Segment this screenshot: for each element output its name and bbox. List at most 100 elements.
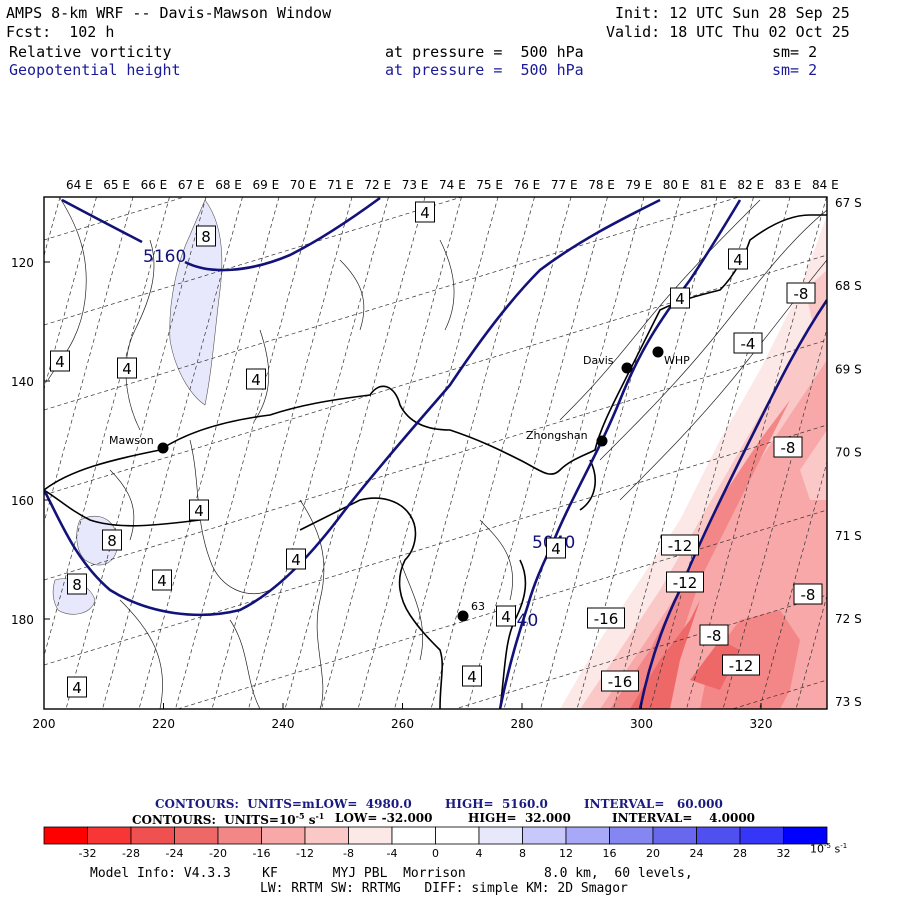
lat-label: 68 S [835,279,862,293]
vorticity-label: 4 [670,287,690,309]
vorticity-label: -8 [793,583,823,605]
colorbar-tick: -32 [79,847,97,860]
field2-smooth: sm= 2 [772,61,818,79]
stations: Mawson Davis WHP Zhongshan 63 [109,346,690,622]
vorticity-label: 4 [546,537,566,559]
colorbar-swatch [739,826,784,845]
y-tick-label: 140 [11,375,34,389]
field2-level: at pressure = 500 hPa [385,61,584,79]
colorbar-tick: -24 [166,847,184,860]
vorticity-label: 4 [50,350,70,372]
contour2-units: CONTOURS: UNITS=10-5 s-1 [132,811,325,827]
lat-label: 70 S [835,446,862,460]
vorticity-label: 8 [102,529,122,551]
lon-label: 78 E [588,178,615,192]
colorbar: -32 -28 -24 -20 -16 -12 -8 -4 0 4 8 12 16 20 24 28 32 [43,826,828,860]
contour2-high: HIGH= 32.000 [468,811,571,825]
svg-text:4: 4 [420,204,430,222]
colorbar-swatch [565,826,610,845]
colorbar-tick: 8 [519,847,526,860]
lon-label: 79 E [626,178,653,192]
latitude-labels: 67 S 68 S 69 S 70 S 71 S 72 S 73 S [835,196,862,709]
svg-text:4: 4 [194,502,204,520]
lat-label: 73 S [835,695,862,709]
vorticity-label: 8 [196,225,216,247]
vorticity-label: 4 [189,499,209,521]
lon-label: 81 E [700,178,727,192]
svg-text:-16: -16 [608,673,633,691]
vorticity-label: 4 [246,368,266,390]
x-tick-label: 200 [33,717,56,731]
lon-label: 68 E [215,178,242,192]
model-info: Model Info: V4.3.3 KF MYJ PBL Morrison 8… [90,866,693,881]
colorbar-swatch [174,826,219,845]
lon-label: 64 E [66,178,93,192]
contour1-high: HIGH= 5160.0 [445,797,548,811]
colorbar-swatch [304,826,349,845]
longitude-labels: 64 E 65 E 66 E 67 E 68 E 69 E 70 E 71 E 72 E 73 E… [66,178,839,192]
svg-text:WHP: WHP [664,354,690,367]
vorticity-label: -4 [733,332,763,354]
lat-label: 67 S [835,196,862,210]
lat-label: 69 S [835,362,862,376]
colorbar-swatch [87,826,132,845]
x-axis-labels: 200 220 240 260 280 300 320 [33,703,772,731]
station-mawson: Mawson [109,434,169,454]
map-title: AMPS 8-km WRF -- Davis-Mawson Window [6,4,332,22]
lon-label: 76 E [514,178,541,192]
colorbar-swatch [130,826,175,845]
station-davis: Davis [583,354,633,374]
field1-level: at pressure = 500 hPa [385,43,584,61]
lon-label: 84 E [812,178,839,192]
contour1-interval: INTERVAL= 60.000 [584,797,723,811]
y-axis-labels: 120 140 160 180 [11,256,50,627]
colorbar-tick: -16 [253,847,271,860]
svg-text:-8: -8 [801,586,816,604]
svg-text:63: 63 [471,600,485,613]
lon-label: 74 E [439,178,466,192]
lon-label: 69 E [253,178,280,192]
x-tick-label: 220 [152,717,175,731]
map-frame [43,196,828,710]
y-tick-label: 120 [11,256,34,270]
vorticity-label: -8 [786,282,816,304]
colorbar-tick: 16 [603,847,617,860]
lon-label: 77 E [551,178,578,192]
x-tick-label: 300 [630,717,653,731]
colorbar-tick: -20 [209,847,227,860]
lon-label: 72 E [364,178,391,192]
x-tick-label: 240 [272,717,295,731]
colorbar-tick: 12 [559,847,573,860]
colorbar-swatch [783,826,828,845]
field1-name: Relative vorticity [9,43,172,61]
station-whp: WHP [652,346,690,367]
colorbar-tick: -28 [122,847,140,860]
lon-label: 82 E [737,178,764,192]
x-tick-label: 260 [391,717,414,731]
svg-text:4: 4 [72,679,82,697]
svg-text:-8: -8 [794,285,809,303]
graticule [44,197,827,709]
station-zhongshan: Zhongshan [526,429,608,447]
colorbar-swatch [217,826,262,845]
vorticity-label: 4 [286,548,306,570]
init-time: Init: 12 UTC Sun 28 Sep 25 [615,4,850,22]
colorbar-swatch [43,826,88,845]
colorbar-swatch [652,826,697,845]
svg-text:-16: -16 [594,610,619,628]
valid-time: Valid: 18 UTC Thu 02 Oct 25 [606,23,850,41]
svg-text:-12: -12 [673,574,698,592]
svg-text:-8: -8 [781,439,796,457]
colorbar-tick: 0 [432,847,439,860]
lon-label: 73 E [402,178,429,192]
colorbar-tick: -12 [296,847,314,860]
vorticity-label: -12 [722,654,760,676]
svg-text:Zhongshan: Zhongshan [526,429,588,442]
vorticity-label: 4 [462,665,482,687]
svg-text:4: 4 [501,608,511,626]
colorbar-tick: 24 [690,847,704,860]
svg-text:4: 4 [733,251,743,269]
lon-label: 70 E [290,178,317,192]
vorticity-label: 4 [117,357,137,379]
